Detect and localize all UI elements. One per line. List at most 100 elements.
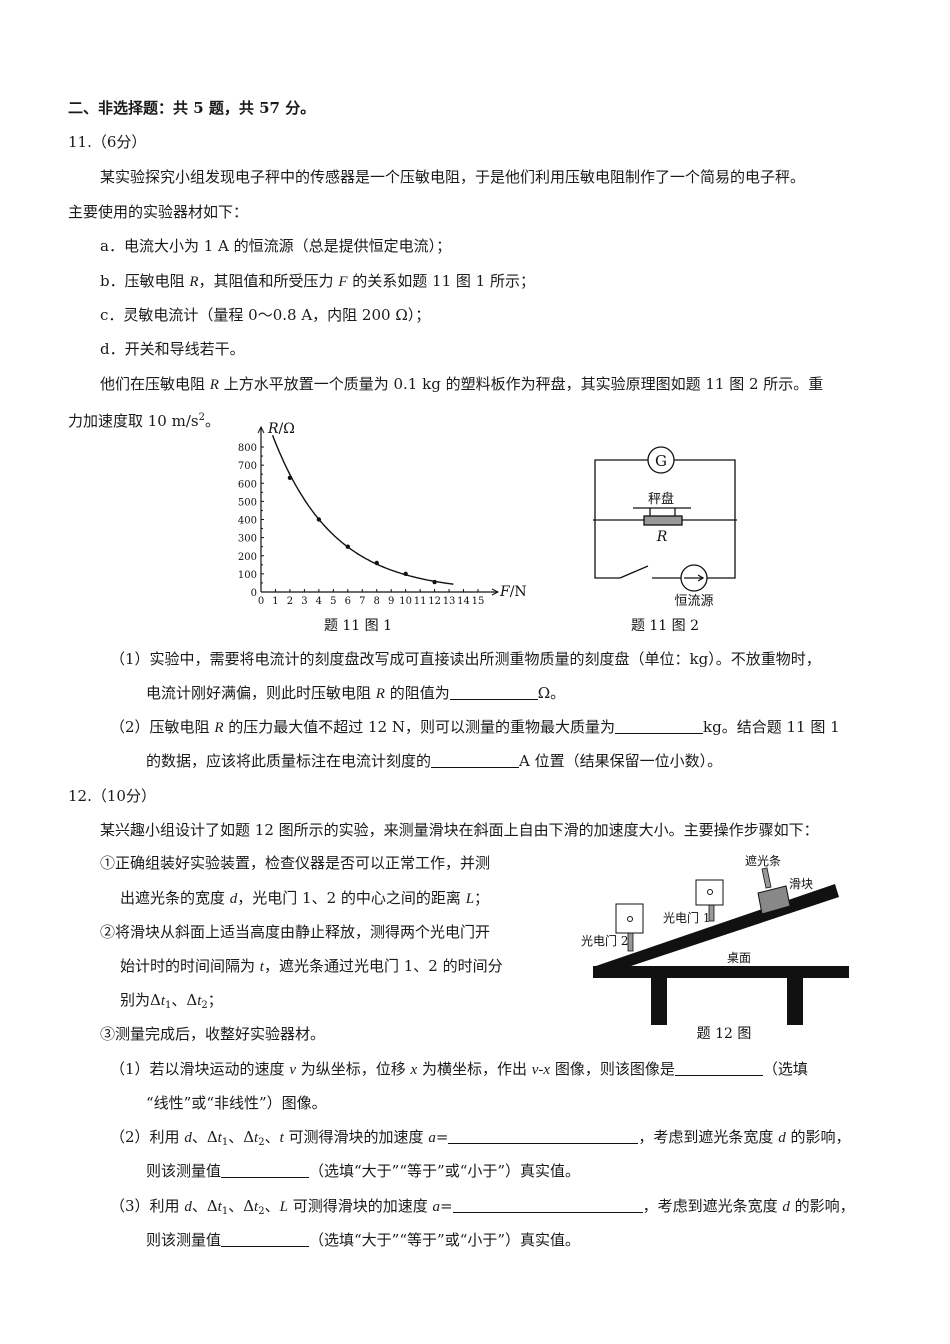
- light-strip: [761, 867, 772, 889]
- text-segment: 的影响，: [789, 1197, 855, 1215]
- text-segment: t: [279, 1130, 284, 1146]
- text-line: a．电流大小为 1 A 的恒流源（总是提供恒定电流）；: [100, 236, 451, 256]
- answer-blank[interactable]: [221, 1163, 310, 1178]
- text-segment: ，考虑到遮光条宽度: [642, 1197, 783, 1215]
- text-segment: A 位置（结果保留一位小数）。: [519, 752, 723, 770]
- x-tick-label: 1: [272, 596, 278, 607]
- answer-blank[interactable]: [615, 719, 704, 734]
- text-segment: t: [254, 1199, 259, 1215]
- answer-blank[interactable]: [221, 1232, 310, 1247]
- x-tick-label: 5: [330, 596, 336, 607]
- resistor-label: R: [656, 529, 668, 545]
- pressure-resistor: [643, 515, 683, 526]
- x-axis-label: F/N: [499, 584, 527, 600]
- text-segment: ，考虑到遮光条宽度: [638, 1128, 779, 1146]
- text-segment: 电流计刚好满偏，则此时压敏电阻: [146, 684, 376, 702]
- text-line: 电流计刚好满偏，则此时压敏电阻 R 的阻值为 Ω。: [146, 683, 565, 704]
- x-var: F: [499, 584, 511, 600]
- text-segment: d: [778, 1130, 786, 1146]
- text-segment: 他们在压敏电阻: [100, 375, 210, 393]
- text-line: 出遮光条的宽度 d，光电门 1、2 的中心之间的距离 L；: [120, 888, 489, 909]
- text-segment: ，遮光条通过光电门 1、2 的时间分: [263, 957, 503, 975]
- data-point: [345, 544, 350, 549]
- text-segment: 的压力最大值不超过 12 N，则可以测量的重物最大质量为: [223, 718, 616, 736]
- x-tick-label: 0: [258, 596, 264, 607]
- text-segment: 2: [258, 1137, 265, 1148]
- text-segment: 始计时的时间间隔为: [120, 957, 260, 975]
- text-line: d．开关和导线若干。: [100, 339, 245, 359]
- text-segment: a: [428, 1130, 436, 1146]
- x-tick-label: 7: [359, 596, 365, 607]
- x-tick-label: 3: [301, 596, 307, 607]
- y-tick-label: 0: [251, 588, 257, 599]
- switch: [619, 565, 649, 579]
- data-point: [287, 475, 293, 481]
- x-tick-label: 14: [457, 596, 470, 607]
- text-segment: t: [197, 993, 202, 1009]
- text-segment: 则该测量值: [146, 1231, 222, 1249]
- text-line: （2）利用 d、Δt1、Δt2、t 可测得滑块的加速度 a= ，考虑到遮光条宽度 …: [110, 1127, 850, 1153]
- text-segment: 1: [165, 1000, 172, 1011]
- text-line: 的数据，应该将此质量标注在电流计刻度的 A 位置（结果保留一位小数）。: [146, 751, 722, 771]
- text-segment: 2: [258, 1206, 265, 1217]
- text-segment: 二、非选择题：共 5 题，共 57 分。: [68, 99, 316, 117]
- answer-blank[interactable]: [448, 1129, 639, 1144]
- data-point: [374, 560, 379, 566]
- text-line: （3）利用 d、Δt1、Δt2、L 可测得滑块的加速度 a= ，考虑到遮光条宽度 …: [110, 1196, 855, 1222]
- text-segment: R: [214, 720, 224, 736]
- text-segment: d: [184, 1130, 192, 1146]
- text-segment: =: [435, 1128, 449, 1146]
- text-segment: v: [289, 1062, 296, 1078]
- text-segment: 图像，则该图像是: [550, 1060, 675, 1078]
- text-segment: 某实验探究小组发现电子秤中的传感器是一个压敏电阻，于是他们利用压敏电阻制作了一个…: [100, 168, 806, 186]
- text-line: 某兴趣小组设计了如题 12 图所示的实验，来测量滑块在斜面上自由下滑的加速度大小…: [100, 820, 819, 840]
- text-line: 二、非选择题：共 5 题，共 57 分。: [68, 98, 315, 118]
- text-segment: d．开关和导线若干。: [100, 340, 245, 358]
- text-segment: 主要使用的实验器材如下：: [68, 203, 249, 221]
- text-segment: a: [432, 1199, 441, 1215]
- y-tick-label: 500: [238, 497, 257, 508]
- text-segment: L: [465, 891, 475, 907]
- y-axis-label: R/Ω: [267, 421, 295, 437]
- text-segment: 为纵坐标，位移: [296, 1060, 411, 1078]
- text-segment: 别为Δ: [120, 991, 161, 1009]
- x-tick-label: 13: [443, 596, 456, 607]
- text-segment: 12.（10分）: [68, 787, 156, 805]
- text-line: 则该测量值 （选填“大于”“等于”或“小于”）真实值。: [146, 1161, 580, 1181]
- answer-blank[interactable]: [452, 1198, 643, 1213]
- y-axis-arrow: [257, 425, 265, 434]
- photogate-1: [695, 879, 724, 906]
- answer-blank[interactable]: [449, 685, 538, 700]
- text-segment: 、Δ: [171, 991, 198, 1009]
- answer-blank[interactable]: [674, 1061, 763, 1076]
- text-line: ①正确组装好实验装置，检查仪器是否可以正常工作，并测: [100, 853, 490, 873]
- table-leg: [651, 978, 667, 1025]
- text-segment: （1）若以滑块运动的速度: [110, 1060, 290, 1078]
- x-tick-label: 11: [414, 596, 427, 607]
- answer-blank[interactable]: [431, 753, 520, 768]
- gate1-label: 光电门 1: [663, 910, 710, 925]
- x-tick-label: 6: [345, 596, 351, 607]
- x-axis-arrow: [491, 588, 500, 596]
- y-tick-label: 200: [238, 552, 257, 563]
- text-segment: =: [440, 1197, 453, 1215]
- text-segment: Ω。: [537, 684, 566, 702]
- text-line: 则该测量值 （选填“大于”“等于”或“小于”）真实值。: [146, 1230, 580, 1250]
- text-line: b．压敏电阻 R，其阻值和所受压力 F 的关系如题 11 图 1 所示；: [100, 271, 535, 292]
- text-segment: kg。结合题 11 图 1: [703, 718, 840, 736]
- text-segment: 力加速度取 10 m/s: [68, 412, 199, 430]
- pan-label: 秤盘: [648, 491, 674, 507]
- text-segment: d: [229, 891, 238, 907]
- text-segment: “线性”或“非线性”）图像。: [146, 1094, 327, 1112]
- text-segment: x: [410, 1062, 418, 1078]
- text-line: c．灵敏电流计（量程 0～0.8 A，内阻 200 Ω）；: [100, 305, 430, 325]
- y-tick-label: 600: [238, 479, 257, 490]
- data-point: [403, 571, 408, 577]
- text-segment: ，其阻值和所受压力: [198, 272, 339, 290]
- incline-apparatus: [593, 867, 849, 1025]
- text-line: “线性”或“非线性”）图像。: [146, 1093, 327, 1113]
- text-line: 11.（6分）: [68, 132, 146, 152]
- text-segment: v-x: [531, 1062, 551, 1078]
- text-segment: （2）利用: [110, 1128, 185, 1146]
